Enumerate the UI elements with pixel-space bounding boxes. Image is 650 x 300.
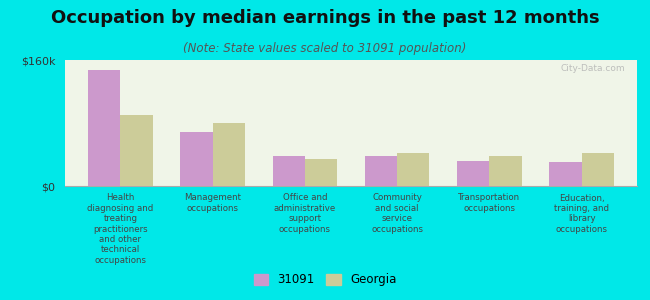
Bar: [272, 156, 305, 186]
Legend: 31091, Georgia: 31091, Georgia: [249, 269, 401, 291]
Bar: [88, 70, 120, 186]
Text: Occupation by median earnings in the past 12 months: Occupation by median earnings in the pas…: [51, 9, 599, 27]
Text: Management
occupations: Management occupations: [184, 194, 241, 213]
Bar: [305, 159, 337, 186]
Text: Health
diagnosing and
treating
practitioners
and other
technical
occupations: Health diagnosing and treating practitio…: [87, 194, 153, 265]
Bar: [489, 156, 522, 186]
Bar: [365, 156, 397, 186]
Bar: [582, 153, 614, 186]
Bar: [457, 161, 489, 186]
Bar: [549, 162, 582, 186]
Text: Education,
training, and
library
occupations: Education, training, and library occupat…: [554, 194, 609, 234]
Text: Community
and social
service
occupations: Community and social service occupations: [371, 194, 423, 234]
Bar: [213, 123, 245, 186]
Text: Transportation
occupations: Transportation occupations: [458, 194, 521, 213]
Bar: [180, 132, 213, 186]
Text: City-Data.com: City-Data.com: [561, 64, 625, 73]
Bar: [397, 153, 430, 186]
Text: (Note: State values scaled to 31091 population): (Note: State values scaled to 31091 popu…: [183, 42, 467, 55]
Text: Office and
administrative
support
occupations: Office and administrative support occupa…: [274, 194, 336, 234]
Bar: [120, 115, 153, 186]
